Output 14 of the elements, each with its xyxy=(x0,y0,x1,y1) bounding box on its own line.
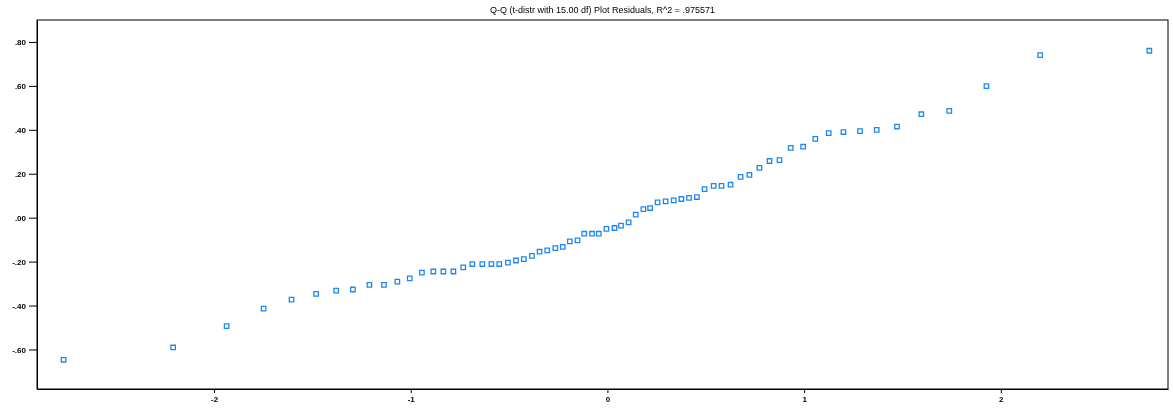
x-tick-label: 2 xyxy=(999,394,1005,404)
y-tick-label: .60 xyxy=(14,81,27,91)
y-tick-label: .00 xyxy=(14,213,27,223)
x-tick-label: 0 xyxy=(605,394,611,404)
y-tick-label: .20 xyxy=(14,169,27,179)
y-tick-label: .80 xyxy=(14,38,27,48)
x-tick-label: -2 xyxy=(210,394,219,404)
y-tick-label: -.20 xyxy=(12,257,27,267)
chart-title: Q-Q (t-distr with 15.00 df) Plot Residuals, R^2 = .975571 xyxy=(489,5,716,15)
y-tick-label: .40 xyxy=(14,125,27,135)
y-tick-label: -.60 xyxy=(12,345,27,355)
x-tick-label: 1 xyxy=(802,394,808,404)
x-tick-label: -1 xyxy=(407,394,416,404)
y-tick-label: -.40 xyxy=(12,301,27,311)
